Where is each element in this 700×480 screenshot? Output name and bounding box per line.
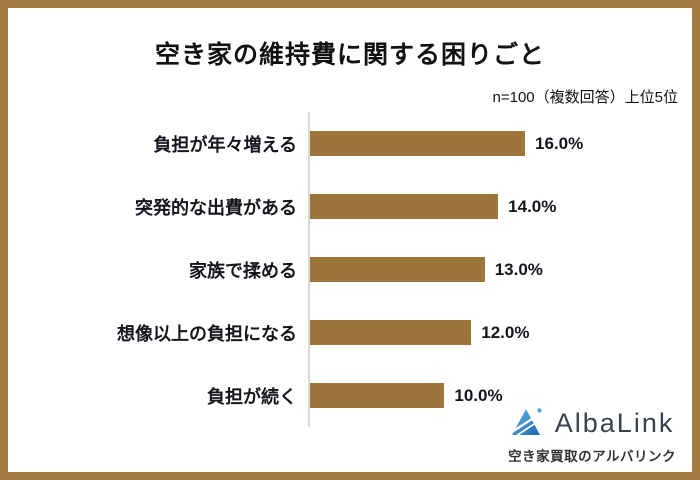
bar — [310, 320, 472, 345]
mountain-triangle-icon — [510, 406, 546, 441]
bar — [310, 257, 485, 282]
bar-row: 家族で揉める 13.0% — [8, 238, 692, 301]
value-label: 10.0% — [454, 385, 503, 405]
category-label: 家族で揉める — [189, 260, 297, 281]
bar-row: 負担が年々増える 16.0% — [8, 112, 692, 175]
bar — [310, 194, 499, 219]
bar-row: 突発的な出費がある 14.0% — [8, 175, 692, 238]
albalink-logo-row: AlbaLink — [508, 406, 676, 441]
albalink-tagline: 空き家買取のアルバリンク — [508, 449, 676, 464]
bar-area: 12.0% — [308, 301, 692, 364]
bar — [310, 131, 526, 156]
category-label: 想像以上の負担になる — [117, 323, 297, 344]
chart-title: 空き家の維持費に関する困りごと — [154, 41, 545, 69]
bar — [310, 383, 445, 408]
category-label: 負担が年々増える — [153, 134, 297, 155]
value-label: 14.0% — [508, 196, 557, 216]
value-label: 13.0% — [494, 259, 543, 279]
bar-area: 10.0% — [308, 364, 692, 427]
bar-row: 想像以上の負担になる 12.0% — [8, 301, 692, 364]
bar-row: 負担が続く 10.0% — [8, 364, 692, 427]
albalink-logo: AlbaLink 空き家買取のアルバリンク — [508, 406, 676, 465]
bar-chart: 負担が年々増える 16.0% 突発的な出費がある 14.0% 家族で揉める 13… — [8, 112, 692, 427]
value-label: 16.0% — [535, 133, 584, 153]
bar-area: 14.0% — [308, 175, 692, 238]
albalink-wordmark: AlbaLink — [554, 408, 675, 438]
sample-size-note: n=100（複数回答）上位5位 — [492, 89, 678, 106]
category-label: 突発的な出費がある — [135, 197, 297, 218]
value-label: 12.0% — [481, 322, 530, 342]
category-label: 負担が続く — [207, 386, 297, 407]
bar-area: 13.0% — [308, 238, 692, 301]
bar-area: 16.0% — [308, 112, 692, 175]
